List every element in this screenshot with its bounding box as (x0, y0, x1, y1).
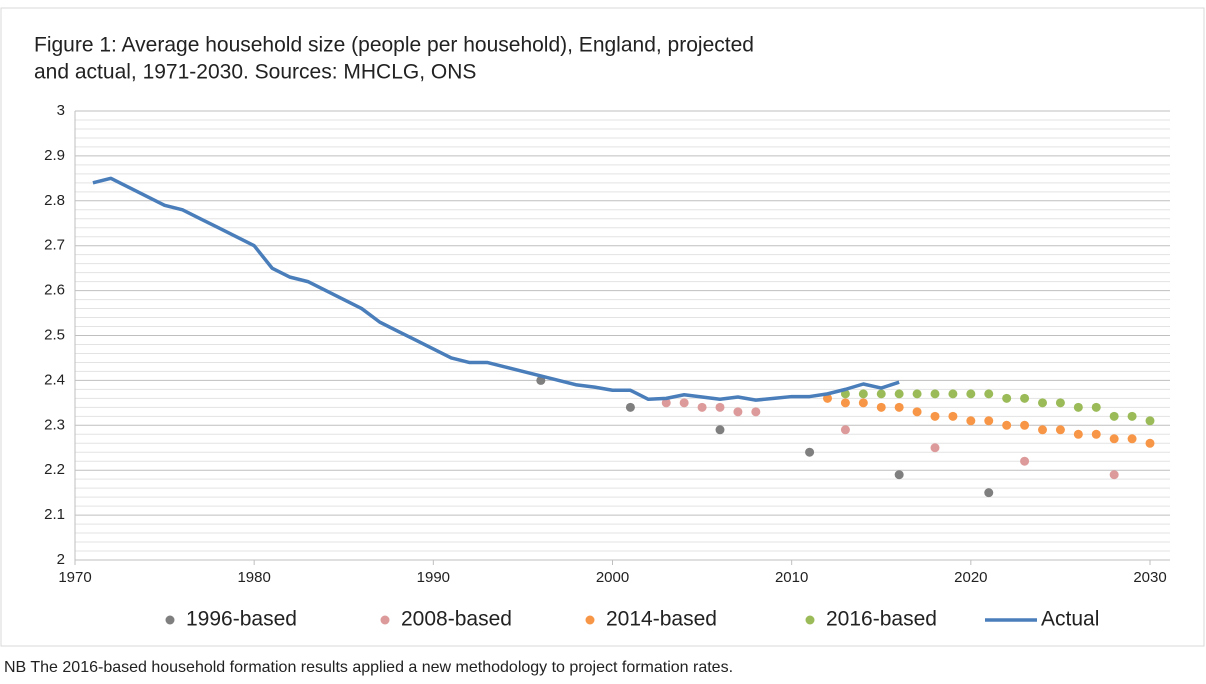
data-point (894, 470, 904, 480)
legend-label: Actual (1041, 608, 1099, 631)
data-point (984, 416, 994, 426)
data-point (1145, 416, 1155, 426)
data-point (930, 389, 940, 399)
data-point (930, 443, 940, 453)
data-point (840, 425, 850, 435)
data-point (858, 389, 868, 399)
data-point (1002, 393, 1012, 403)
data-point (715, 425, 725, 435)
chart-title: and actual, 1971-2030. Sources: MHCLG, O… (34, 61, 476, 84)
data-point (1020, 393, 1030, 403)
data-point (1091, 429, 1101, 439)
data-point (984, 488, 994, 498)
data-point (1109, 434, 1119, 444)
data-point (1055, 425, 1065, 435)
data-point (966, 416, 976, 426)
data-point (1038, 425, 1047, 435)
y-tick-label: 2.5 (44, 326, 65, 343)
data-point (1109, 411, 1119, 421)
data-point (912, 407, 922, 417)
data-point (1127, 411, 1137, 421)
legend-swatch (805, 615, 815, 625)
y-tick-label: 2.9 (44, 147, 65, 164)
y-tick-label: 2.1 (44, 506, 65, 523)
data-point (984, 389, 994, 399)
data-point (823, 393, 832, 403)
data-point (966, 389, 976, 399)
footnote: NB The 2016-based household formation re… (4, 659, 733, 676)
x-tick-label: 2000 (596, 569, 629, 586)
x-tick-label: 2010 (775, 569, 808, 586)
data-point (840, 398, 850, 408)
data-point (1055, 398, 1065, 408)
legend-label: 2016-based (826, 608, 937, 631)
data-point (733, 407, 743, 417)
y-tick-label: 3 (57, 102, 65, 119)
data-point (751, 407, 761, 417)
data-point (930, 411, 940, 421)
data-point (1020, 420, 1030, 430)
y-tick-label: 2.3 (44, 416, 65, 433)
data-point (661, 398, 671, 408)
data-point (1109, 470, 1119, 480)
chart-title: Figure 1: Average household size (people… (34, 34, 754, 57)
legend-label: 2008-based (401, 608, 512, 631)
data-point (948, 389, 958, 399)
data-point (1038, 398, 1047, 408)
legend-swatch (585, 615, 595, 625)
legend-label: 1996-based (186, 608, 297, 631)
data-point (1002, 420, 1012, 430)
x-tick-label: 2030 (1133, 569, 1166, 586)
data-point (1020, 456, 1030, 466)
data-point (1091, 402, 1101, 412)
data-point (858, 398, 868, 408)
legend-swatch (380, 615, 390, 625)
data-point (894, 389, 904, 399)
data-point (679, 398, 689, 408)
data-point (697, 402, 707, 412)
data-point (715, 402, 725, 412)
y-tick-label: 2.7 (44, 237, 65, 254)
data-point (876, 389, 886, 399)
data-point (876, 402, 886, 412)
data-point (894, 402, 904, 412)
data-point (948, 411, 958, 421)
data-point (1073, 402, 1083, 412)
x-tick-label: 1990 (417, 569, 450, 586)
data-point (1127, 434, 1137, 444)
y-tick-label: 2 (57, 551, 65, 568)
data-line (92, 176, 900, 402)
y-tick-label: 2.6 (44, 282, 65, 299)
legend-label: 2014-based (606, 608, 717, 631)
legend-swatch (165, 615, 175, 625)
x-tick-label: 1970 (58, 569, 91, 586)
y-tick-label: 2.2 (44, 461, 65, 478)
data-point (912, 389, 922, 399)
data-point (1073, 429, 1083, 439)
data-point (625, 402, 635, 412)
data-point (1145, 438, 1155, 448)
y-tick-label: 2.4 (44, 371, 65, 388)
x-tick-label: 1980 (237, 569, 270, 586)
x-tick-label: 2020 (954, 569, 987, 586)
data-point (805, 447, 815, 457)
y-tick-label: 2.8 (44, 192, 65, 209)
